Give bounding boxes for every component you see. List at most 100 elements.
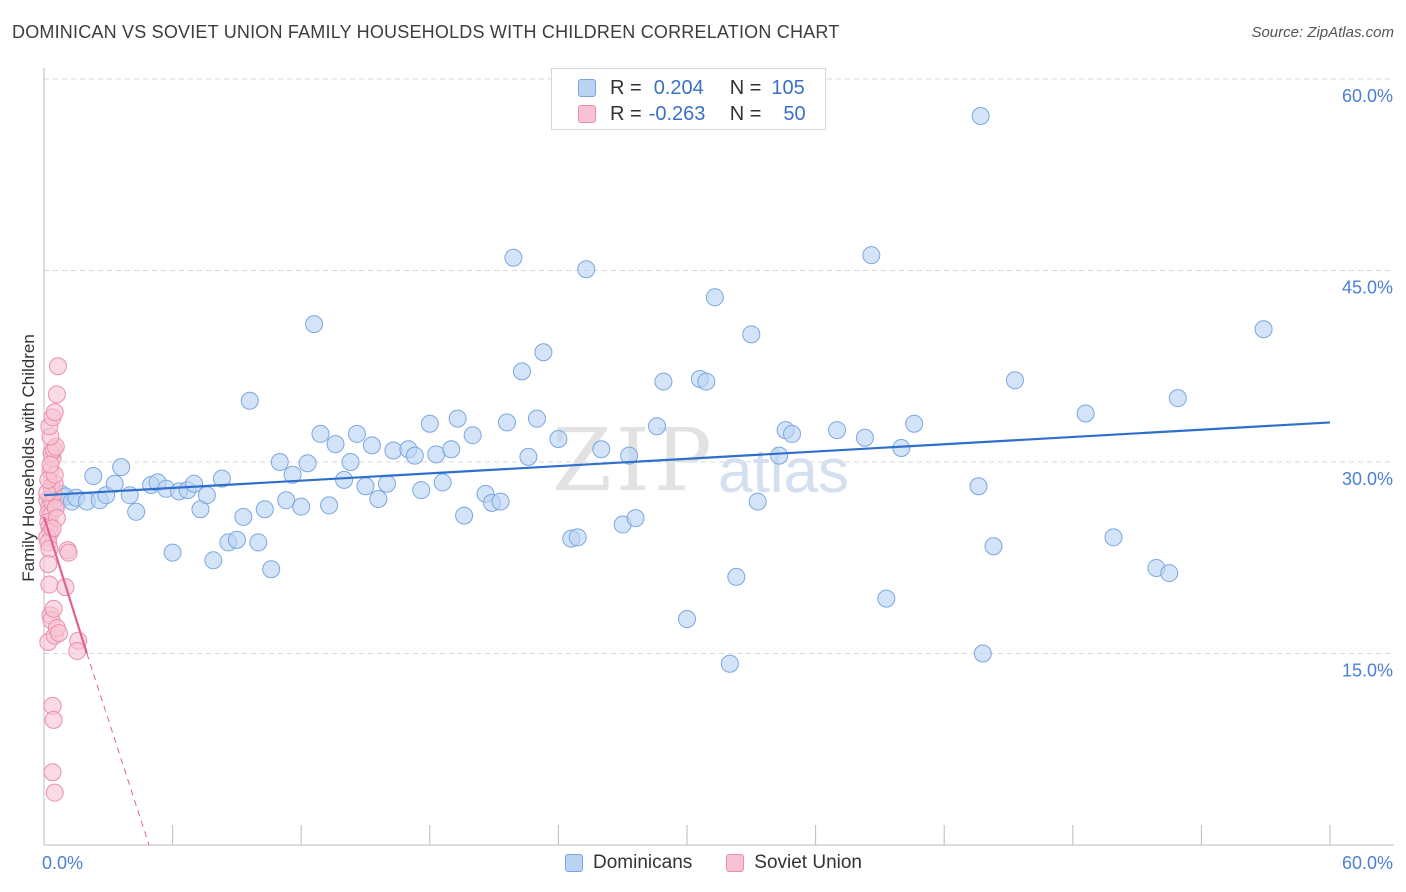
legend-item-soviet-union[interactable]: Soviet Union [726,852,862,874]
dominicans-point [828,421,847,440]
dominicans-point [1254,320,1273,339]
dominicans-point [504,248,523,267]
dominicans-point [1076,404,1095,423]
soviet-union-point [44,599,63,618]
dominicans-point [240,391,259,410]
dominicans-point [1104,528,1123,547]
dominicans-point [204,551,223,570]
legend-row-dominicans: R = 0.204 N = 105 [578,76,805,100]
y-tick-label: 45.0% [1342,278,1393,298]
dominicans-point [973,644,992,663]
dominicans-point [405,446,424,465]
dominicans-point [697,372,716,391]
y-axis-title: Family Households with Children [19,334,38,582]
dominicans-point [512,362,531,381]
series-legend: Dominicans Soviet Union [565,852,896,874]
dominicans-point [720,654,739,673]
dominicans-point [442,440,461,459]
dominicans-trend-line [43,421,1331,497]
dominicans-point [270,453,289,471]
soviet-union-trend-extension [86,653,150,846]
dominicans-point [678,610,696,629]
dominicans-point [311,424,330,443]
watermark: ZIP atlas [552,411,849,511]
legend-r-value: 0.204 [653,76,704,99]
legend-swatch-soviet-union [578,105,596,123]
legend-r-value: -0.263 [648,102,706,125]
dominicans-point [783,424,802,443]
x-tick-label: 0.0% [42,853,83,873]
dominicans-point [335,470,354,489]
data-points [38,107,1273,802]
source-credit: Source: ZipAtlas.com [1251,24,1394,41]
dominicans-point [427,445,446,464]
dominicans-point [433,473,452,492]
legend-label-soviet-union: Soviet Union [754,852,862,873]
dominicans-point [1160,564,1179,583]
legend-n-value: 105 [771,76,805,99]
dominicans-point [626,509,645,528]
dominicans-point [227,530,246,549]
dominicans-point [491,492,510,511]
legend-r-label: R = [610,102,642,125]
dominicans-point [249,533,268,552]
y-tick-label: 15.0% [1342,661,1393,681]
dominicans-point [298,454,317,473]
legend-label-dominicans: Dominicans [593,852,693,873]
gridlines [44,78,1394,654]
legend-swatch-soviet-union [726,854,745,872]
dominicans-point [163,543,182,562]
legend-n-label: N = [729,102,762,125]
dominicans-point [369,490,388,509]
dominicans-point [742,325,761,344]
legend-n-value: 50 [783,102,806,125]
dominicans-point [320,496,339,515]
dominicans-point [568,528,587,547]
soviet-union-point [59,543,78,562]
dominicans-point [292,497,311,516]
legend-item-dominicans[interactable]: Dominicans [565,852,692,874]
legend-row-soviet-union: R = -0.263 N = 50 [578,102,806,126]
dominicans-point [420,414,439,433]
dominicans-point [549,430,568,449]
axis-labels: 15.0% 30.0% 45.0% 60.0% 0.0% 60.0% Family Hous… [19,86,1393,873]
dominicans-point [654,372,673,391]
dominicans-point [84,467,103,486]
legend-swatch-dominicans [565,854,583,872]
dominicans-point [127,502,146,521]
soviet-union-point [40,575,59,594]
soviet-union-point [48,357,67,376]
dominicans-point [234,507,253,526]
soviet-union-point [39,555,58,574]
dominicans-point [112,458,131,477]
dominicans-point [727,567,746,586]
legend-swatch-dominicans [578,79,596,97]
dominicans-point [448,409,467,428]
dominicans-point [277,491,296,510]
dominicans-point [620,446,639,465]
dominicans-point [362,436,381,455]
dominicans-point [577,260,596,279]
dominicans-point [255,500,274,519]
dominicans-point [770,446,789,465]
dominicans-point [412,481,431,500]
dominicans-point [519,447,538,466]
dominicans-point [283,465,302,484]
watermark-atlas: atlas [718,437,849,506]
dominicans-point [969,477,988,496]
dominicans-point [455,506,474,525]
dominicans-point [197,486,216,505]
trend-lines [42,421,1331,846]
dominicans-point [971,107,990,126]
dominicans-point [341,453,360,471]
dominicans-point [1005,371,1024,390]
dominicans-point [855,428,874,447]
dominicans-point [705,288,724,307]
dominicans-point [384,441,403,460]
dominicans-point [647,417,666,436]
dominicans-point [377,474,396,493]
dominicans-point [463,426,482,445]
dominicans-point [326,435,345,454]
soviet-union-point [45,783,64,802]
